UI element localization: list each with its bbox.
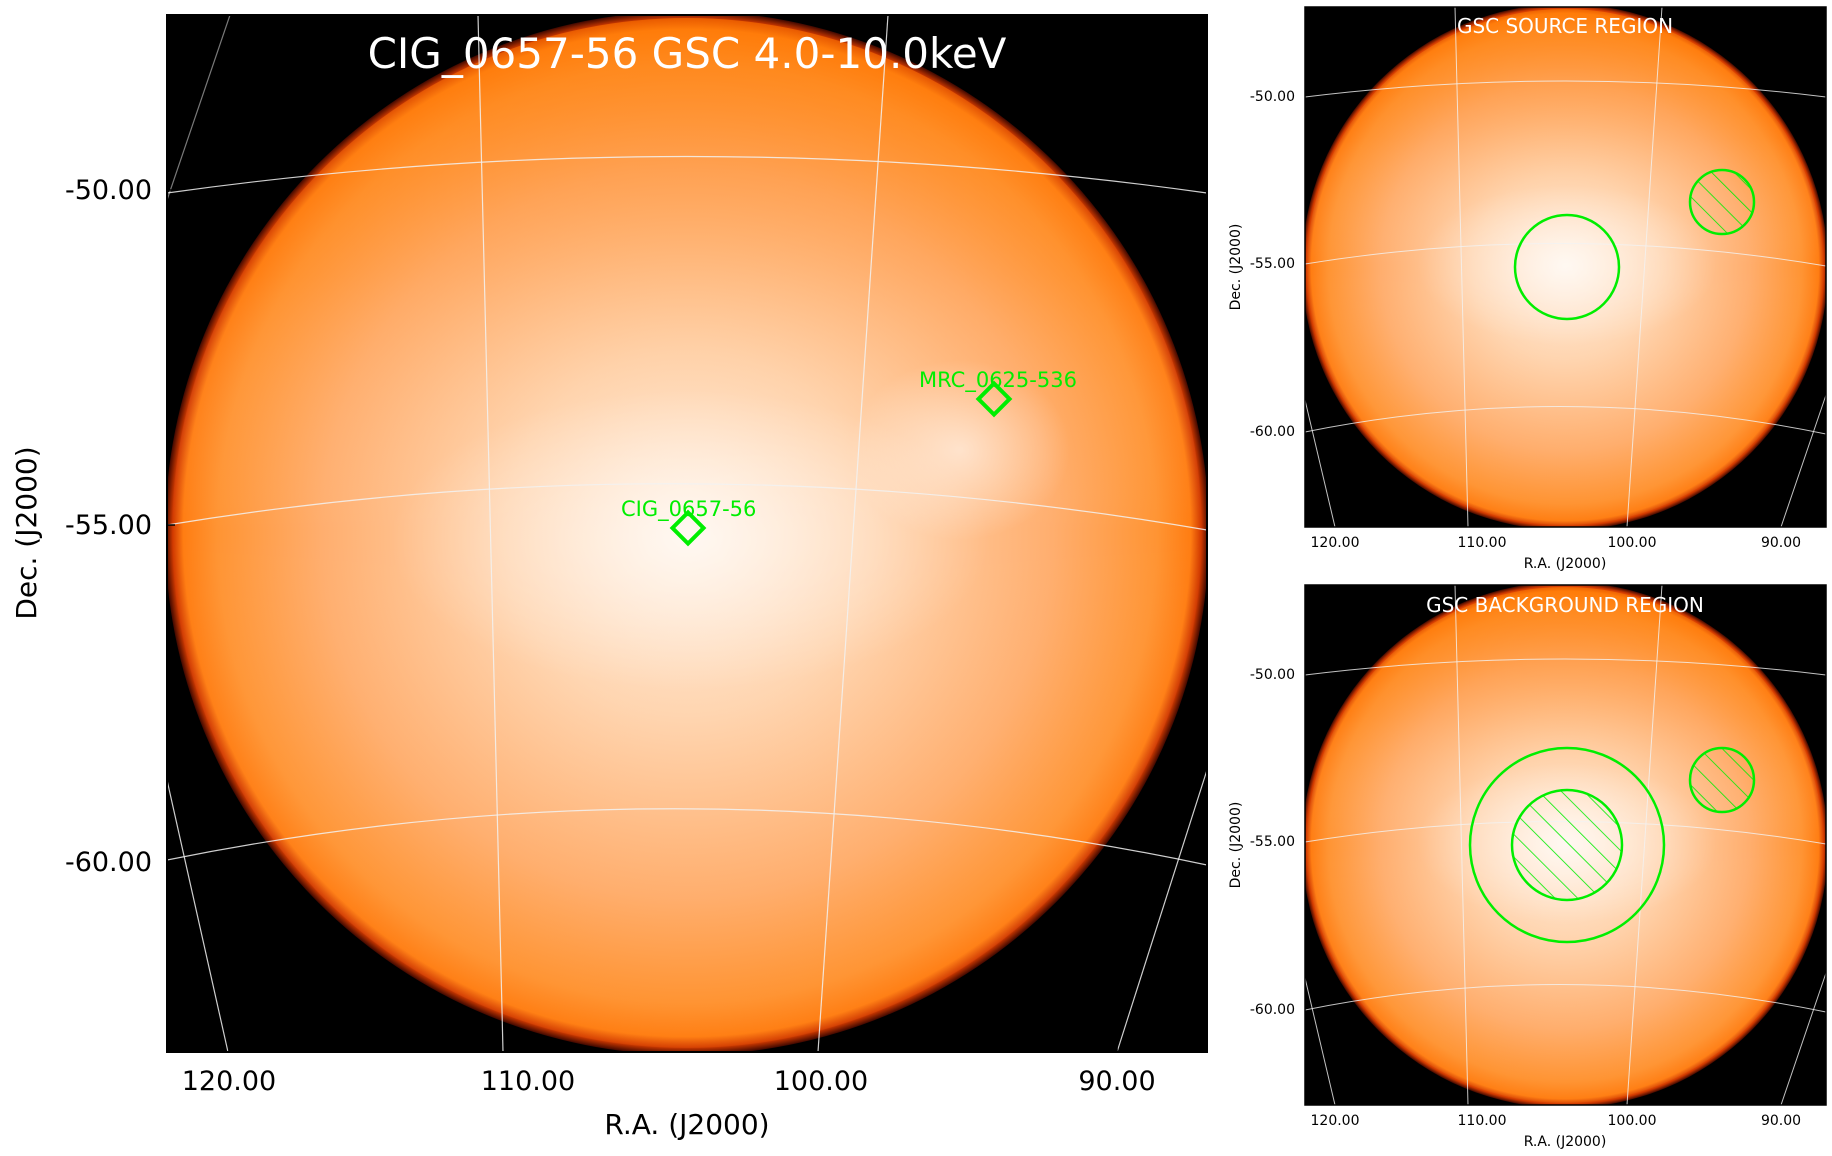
source-label-cig-0657-56: CIG_0657-56 xyxy=(621,497,756,522)
main-ytick-label: -50.00 xyxy=(65,175,152,206)
main-ytick-label: -60.00 xyxy=(65,847,152,878)
background-region-panel: GSC BACKGROUND REGION -50.00 -55.00 -60.… xyxy=(1228,584,1827,1150)
source-ytick-label: -55.00 xyxy=(1250,256,1295,272)
background-panel-grid xyxy=(1305,585,1826,1105)
source-extraction-circle xyxy=(1513,213,1621,321)
main-title: CIG_0657-56 GSC 4.0-10.0keV xyxy=(368,29,1007,78)
source-marker-mrc-0625-536 xyxy=(975,380,1013,418)
background-xtick-label: 110.00 xyxy=(1458,1113,1507,1129)
source-ytick-label: -60.00 xyxy=(1250,424,1295,440)
main-ylabel: Dec. (J2000) xyxy=(10,446,43,619)
background-xlabel: R.A. (J2000) xyxy=(1524,1134,1607,1150)
excluded-source-circle xyxy=(1688,168,1756,236)
background-xtick-label: 90.00 xyxy=(1761,1113,1801,1129)
background-annulus-inner xyxy=(1510,788,1624,902)
background-ytick-label: -50.00 xyxy=(1250,667,1295,683)
main-plot-frame xyxy=(166,14,1208,1053)
background-ylabel: Dec. (J2000) xyxy=(1228,802,1244,889)
background-xtick-label: 120.00 xyxy=(1311,1113,1360,1129)
source-xtick-label: 120.00 xyxy=(1311,535,1360,551)
source-region-panel: GSC SOURCE REGION -50.00 -55.00 -60.00 1… xyxy=(1228,6,1827,572)
source-xtick-label: 110.00 xyxy=(1458,535,1507,551)
source-ytick-label: -50.00 xyxy=(1250,89,1295,105)
source-label-mrc-0625-536: MRC_0625-536 xyxy=(919,368,1077,393)
source-ylabel: Dec. (J2000) xyxy=(1228,224,1244,311)
source-xlabel: R.A. (J2000) xyxy=(1524,556,1607,572)
background-annulus-outer xyxy=(1468,746,1666,944)
main-xtick-label: 120.00 xyxy=(182,1066,276,1097)
background-xtick-label: 100.00 xyxy=(1608,1113,1657,1129)
source-xtick-label: 90.00 xyxy=(1761,535,1801,551)
source-panel-grid xyxy=(1305,7,1826,527)
excluded-source-circle xyxy=(1688,746,1756,814)
main-panel: CIG_0657-56 GSC 4.0-10.0keV MRC_0625-536… xyxy=(10,14,1208,1141)
main-xtick-label: 110.00 xyxy=(481,1066,575,1097)
background-ytick-label: -60.00 xyxy=(1250,1002,1295,1018)
main-xtick-label: 90.00 xyxy=(1078,1066,1155,1097)
background-panel-title: GSC BACKGROUND REGION xyxy=(1426,593,1704,617)
background-ytick-label: -55.00 xyxy=(1250,834,1295,850)
source-xtick-label: 100.00 xyxy=(1608,535,1657,551)
source-panel-title: GSC SOURCE REGION xyxy=(1457,14,1673,38)
main-ytick-label: -55.00 xyxy=(65,510,152,541)
main-xlabel: R.A. (J2000) xyxy=(604,1108,769,1141)
main-xtick-label: 100.00 xyxy=(774,1066,868,1097)
source-marker-cig-0657-56 xyxy=(669,509,707,547)
main-coordinate-grid xyxy=(167,15,1207,1052)
